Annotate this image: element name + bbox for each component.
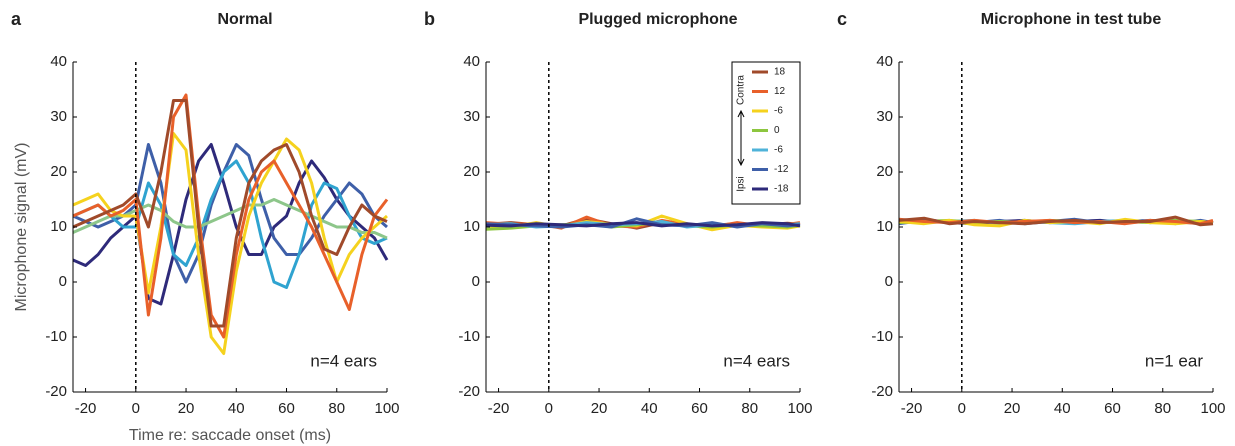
- chart-title: Plugged microphone: [578, 11, 737, 28]
- x-tick-label: 0: [958, 400, 966, 417]
- x-tick-label: 80: [1154, 400, 1171, 417]
- x-tick-label: 40: [641, 400, 658, 417]
- x-tick-label: 80: [741, 400, 758, 417]
- y-tick-label: 20: [876, 163, 893, 180]
- x-tick-label: 100: [787, 400, 812, 417]
- y-tick-label: 40: [876, 53, 893, 70]
- y-tick-label: 10: [50, 218, 67, 235]
- x-tick-label: 100: [1200, 400, 1225, 417]
- x-tick-label: -20: [75, 400, 97, 417]
- annotation: n=4 ears: [310, 351, 377, 370]
- y-tick-label: 0: [472, 273, 480, 290]
- y-tick-label: -20: [458, 383, 480, 400]
- data-line: [72, 99, 388, 328]
- x-tick-label: 20: [1004, 400, 1021, 417]
- y-tick-label: 0: [59, 273, 67, 290]
- legend-box: [731, 61, 801, 205]
- y-tick-label: -10: [45, 328, 67, 345]
- data-line: [72, 159, 388, 289]
- annotation: n=4 ears: [723, 351, 790, 370]
- x-tick-label: 80: [328, 400, 345, 417]
- legend-label: 12: [774, 86, 786, 97]
- chart-title: Normal: [217, 11, 272, 28]
- x-tick-label: 40: [228, 400, 245, 417]
- x-tick-label: 0: [132, 400, 140, 417]
- y-tick-label: 10: [876, 218, 893, 235]
- x-tick-label: 20: [591, 400, 608, 417]
- y-tick-label: -20: [45, 383, 67, 400]
- data-line: [485, 221, 801, 228]
- y-tick-label: -10: [871, 328, 893, 345]
- x-tick-label: -20: [901, 400, 923, 417]
- x-tick-label: 100: [374, 400, 399, 417]
- chart-title: Microphone in test tube: [981, 11, 1162, 28]
- x-axis-label: Time re: saccade onset (ms): [129, 427, 331, 444]
- legend-top: Contra: [736, 75, 747, 105]
- y-tick-label: 20: [50, 163, 67, 180]
- legend-arrowhead: [737, 109, 745, 167]
- x-tick-label: 60: [1104, 400, 1121, 417]
- y-tick-label: -20: [871, 383, 893, 400]
- legend-label: 0: [774, 125, 780, 136]
- legend-label: -12: [774, 164, 789, 175]
- panel-label: a: [11, 9, 22, 29]
- data-line: [72, 143, 389, 306]
- panel-label: b: [424, 9, 435, 29]
- x-tick-label: -20: [488, 400, 510, 417]
- x-tick-label: 20: [178, 400, 195, 417]
- annotation: n=1 ear: [1145, 351, 1203, 370]
- y-tick-label: 10: [463, 218, 480, 235]
- x-tick-label: 60: [278, 400, 295, 417]
- y-axis-label: Microphone signal (mV): [13, 143, 30, 312]
- x-tick-label: 40: [1054, 400, 1071, 417]
- y-tick-label: 30: [50, 108, 67, 125]
- y-tick-label: 30: [876, 108, 893, 125]
- x-tick-label: 0: [545, 400, 553, 417]
- legend-label: -18: [774, 184, 789, 195]
- legend-label: -6: [774, 145, 783, 156]
- legend-label: -6: [774, 106, 783, 117]
- x-tick-label: 60: [691, 400, 708, 417]
- y-tick-label: 40: [463, 53, 480, 70]
- data-line: [898, 215, 1214, 227]
- y-tick-label: -10: [458, 328, 480, 345]
- data-line: [72, 93, 389, 339]
- y-tick-label: 20: [463, 163, 480, 180]
- panel-label: c: [837, 9, 847, 29]
- y-tick-label: 0: [885, 273, 893, 290]
- y-tick-label: 30: [463, 108, 480, 125]
- y-tick-label: 40: [50, 53, 67, 70]
- legend-bottom: Ipsi: [736, 176, 747, 192]
- legend-label: 18: [774, 67, 786, 78]
